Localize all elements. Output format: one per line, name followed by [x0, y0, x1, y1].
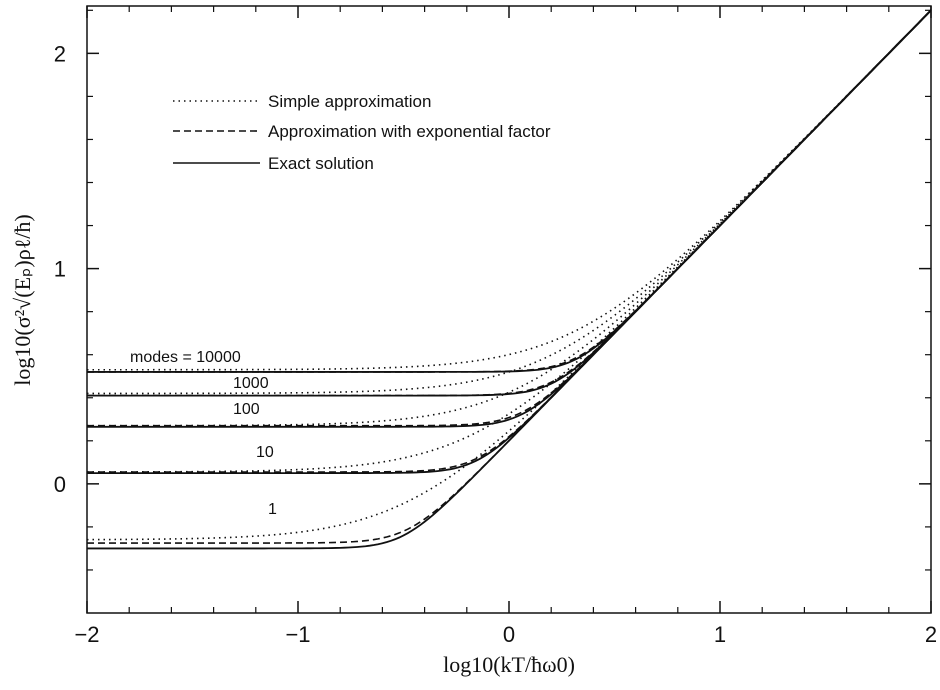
x-tick-label: −2	[74, 622, 99, 647]
legend-label: Simple approximation	[268, 92, 431, 111]
y-tick-label: 1	[54, 257, 66, 282]
annotations: modes = 10000 1000 100 10 1	[130, 349, 277, 518]
x-axis-title: log10(kT/ħω0)	[443, 652, 575, 677]
simple-curve-modes-10	[86, 9, 932, 473]
modes-label: 10	[256, 444, 274, 461]
x-tick-label: 1	[714, 622, 726, 647]
exact-curve-modes-10000	[87, 9, 932, 373]
simple-curve-modes-1000	[87, 9, 932, 395]
dashed-curve-modes-1	[87, 9, 932, 544]
exact-curve-modes-10	[87, 9, 932, 474]
dashed-curve-modes-100	[87, 9, 932, 427]
legend-label: Approximation with exponential factor	[268, 122, 551, 141]
y-axis-title: log10(σ²√(Eₚ)ρℓ/ħ)	[10, 214, 35, 385]
simple-curve-modes-1	[86, 9, 932, 541]
modes-label: modes = 10000	[130, 349, 241, 366]
curves	[86, 9, 932, 550]
legend: Simple approximation Approximation with e…	[173, 92, 551, 173]
y-tick-label: 2	[54, 41, 66, 66]
simple-curve-modes-10000	[87, 9, 932, 371]
dashed-curve-modes-10000	[87, 9, 932, 373]
exact-curve-modes-1	[87, 9, 932, 550]
tick-labels: −2 −1 0 1 2 0 1 2	[54, 41, 937, 647]
ticks	[86, 6, 932, 613]
x-tick-label: −1	[285, 622, 310, 647]
x-tick-label: 0	[503, 622, 515, 647]
modes-label: 1	[268, 501, 277, 518]
exact-curve-modes-1000	[87, 9, 932, 397]
y-tick-label: 0	[54, 472, 66, 497]
modes-label: 100	[233, 401, 260, 418]
legend-label: Exact solution	[268, 154, 374, 173]
modes-label: 1000	[233, 375, 269, 392]
dashed-curve-modes-10	[87, 9, 932, 473]
x-tick-label: 2	[925, 622, 937, 647]
dashed-curve-modes-1000	[87, 9, 932, 397]
plot-frame	[86, 5, 932, 614]
